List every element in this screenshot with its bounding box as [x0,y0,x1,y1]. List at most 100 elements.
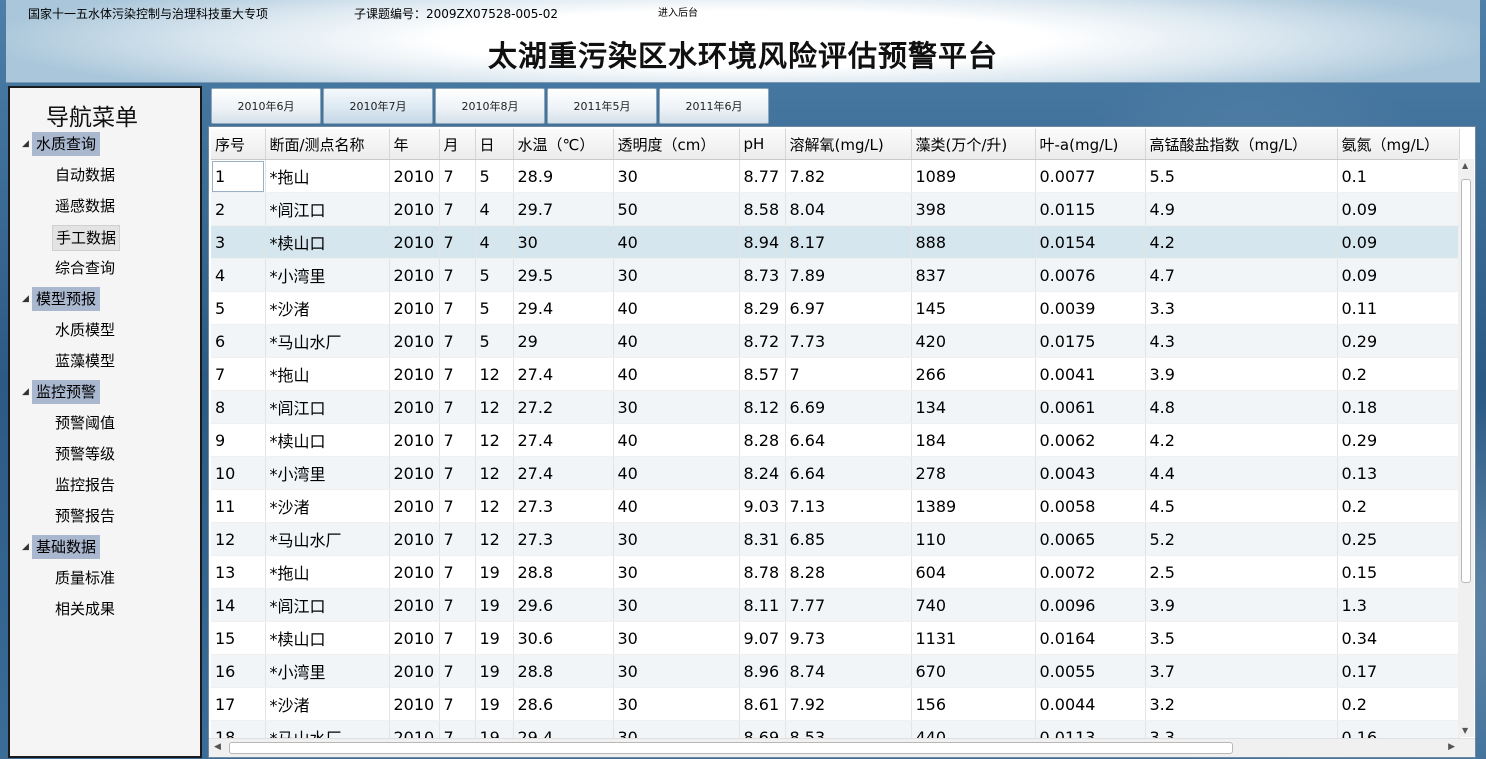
table-cell[interactable]: 8.24 [739,456,786,490]
nav-group-1[interactable]: ◢ 模型预报 [22,287,101,311]
table-cell[interactable]: 3.5 [1145,621,1338,655]
table-cell[interactable]: 7 [439,654,476,688]
column-header[interactable]: 水温（℃） [513,129,614,160]
table-cell[interactable]: 0.15 [1337,555,1460,589]
table-cell[interactable]: 8.57 [739,357,786,391]
table-cell[interactable]: 6.97 [785,291,912,325]
table-cell[interactable]: 27.3 [513,489,614,523]
table-cell[interactable]: 0.17 [1337,654,1460,688]
table-cell[interactable]: 3.3 [1145,291,1338,325]
table-cell[interactable]: *椟山口 [265,225,390,259]
table-cell[interactable]: 7.82 [785,159,912,193]
table-cell[interactable]: 40 [613,225,740,259]
table-cell[interactable]: 0.0072 [1035,555,1146,589]
triangle-down-icon[interactable]: ◢ [22,387,29,397]
table-cell[interactable]: 4.9 [1145,192,1338,226]
table-cell[interactable]: 278 [911,456,1036,490]
table-cell[interactable]: 19 [475,654,514,688]
nav-item[interactable]: 综合查询 [55,259,116,277]
table-cell[interactable]: *闾江口 [265,192,390,226]
table-cell[interactable]: 30 [613,687,740,721]
admin-link[interactable]: 进入后台 [658,8,698,19]
table-cell[interactable]: 0.2 [1337,687,1460,721]
table-row[interactable]: 13 *拖山 2010 7 19 28.8 30 8.78 8.28 604 0.0072 2.5 0.… [211,555,1460,589]
table-row[interactable]: 8 *闾江口 2010 7 12 27.2 30 8.12 6.69 134 0.0061 4.8 0.… [211,390,1460,424]
table-cell[interactable]: 266 [911,357,1036,391]
table-cell[interactable]: 0.0062 [1035,423,1146,457]
table-cell[interactable]: 12 [475,522,514,556]
table-cell[interactable]: 12 [211,522,266,556]
table-cell[interactable]: 17 [211,687,266,721]
right-arrow-icon[interactable]: ▶ [1448,742,1455,752]
table-cell[interactable]: *沙渚 [265,291,390,325]
table-cell[interactable]: 29.7 [513,192,614,226]
table-cell[interactable]: 14 [211,588,266,622]
table-cell[interactable]: 40 [613,489,740,523]
nav-group-3[interactable]: ◢ 基础数据 [22,535,101,559]
table-cell[interactable]: 2010 [389,588,440,622]
table-cell[interactable]: 0.0061 [1035,390,1146,424]
table-cell[interactable]: 8.31 [739,522,786,556]
table-cell[interactable]: 5.5 [1145,159,1338,193]
table-cell[interactable]: 2010 [389,522,440,556]
table-cell[interactable]: 40 [613,456,740,490]
table-cell[interactable]: 0.0044 [1035,687,1146,721]
nav-item[interactable]: 预警等级 [55,445,116,463]
table-cell[interactable]: 27.2 [513,390,614,424]
table-cell[interactable]: 7.92 [785,687,912,721]
table-cell[interactable]: 0.0041 [1035,357,1146,391]
nav-item[interactable]: 质量标准 [55,569,116,587]
table-cell[interactable]: 7.89 [785,258,912,292]
table-cell[interactable]: 7 [439,687,476,721]
table-cell[interactable]: 8 [211,390,266,424]
table-cell[interactable]: 398 [911,192,1036,226]
table-cell[interactable]: 7 [439,489,476,523]
table-cell[interactable]: 7 [439,258,476,292]
table-cell[interactable]: 7 [439,324,476,358]
table-cell[interactable]: 12 [475,357,514,391]
table-cell[interactable]: 10 [211,456,266,490]
table-cell[interactable]: 19 [475,555,514,589]
table-cell[interactable]: 8.78 [739,555,786,589]
column-header[interactable]: 高锰酸盐指数（mg/L） [1145,129,1338,160]
table-row[interactable]: 5 *沙渚 2010 7 5 29.4 40 8.29 6.97 145 0.0039 3.3 0.11 [211,291,1460,325]
table-cell[interactable]: 2010 [389,489,440,523]
table-cell[interactable]: 28.8 [513,555,614,589]
up-arrow-icon[interactable]: ▲ [1462,161,1469,170]
table-cell[interactable]: 420 [911,324,1036,358]
table-cell[interactable]: 29.4 [513,291,614,325]
table-cell[interactable]: 0.0164 [1035,621,1146,655]
table-cell[interactable]: *小湾里 [265,654,390,688]
column-header[interactable]: 氨氮（mg/L） [1337,129,1460,160]
table-cell[interactable]: 0.11 [1337,291,1460,325]
table-cell[interactable]: 1389 [911,489,1036,523]
table-cell[interactable]: 2010 [389,357,440,391]
table-cell[interactable]: 7 [439,588,476,622]
table-cell[interactable]: 0.09 [1337,258,1460,292]
table-cell[interactable]: 0.0077 [1035,159,1146,193]
table-row[interactable]: 10 *小湾里 2010 7 12 27.4 40 8.24 6.64 278 0.0043 4.4 0… [211,456,1460,490]
table-cell[interactable]: 4.4 [1145,456,1338,490]
table-cell[interactable]: 0.29 [1337,423,1460,457]
table-cell[interactable]: 2010 [389,687,440,721]
table-cell[interactable]: 2010 [389,291,440,325]
table-cell[interactable]: 6.85 [785,522,912,556]
nav-item[interactable]: 监控报告 [55,476,116,494]
table-cell[interactable]: 7 [785,357,912,391]
horizontal-scrollbar[interactable]: ◀ ▶ [209,738,1475,757]
table-cell[interactable]: 7 [439,357,476,391]
nav-group-0[interactable]: ◢ 水质查询 [22,132,101,156]
table-cell[interactable]: 5 [475,159,514,193]
table-cell[interactable]: 0.34 [1337,621,1460,655]
table-row[interactable]: 17 *沙渚 2010 7 19 28.6 30 8.61 7.92 156 0.0044 3.2 0.… [211,687,1460,721]
table-cell[interactable]: 2.5 [1145,555,1338,589]
table-cell[interactable]: 0.0058 [1035,489,1146,523]
table-cell[interactable]: 50 [613,192,740,226]
nav-item[interactable]: 蓝藻模型 [55,352,116,370]
table-cell[interactable]: 0.2 [1337,357,1460,391]
nav-item[interactable]: 预警报告 [55,507,116,525]
table-row[interactable]: 1 *拖山 2010 7 5 28.9 30 8.77 7.82 1089 0.0077 5.5 0.1 [211,159,1460,193]
table-cell[interactable]: 30 [613,258,740,292]
table-row[interactable]: 14 *闾江口 2010 7 19 29.6 30 8.11 7.77 740 0.0096 3.9 1… [211,588,1460,622]
table-cell[interactable]: 8.77 [739,159,786,193]
